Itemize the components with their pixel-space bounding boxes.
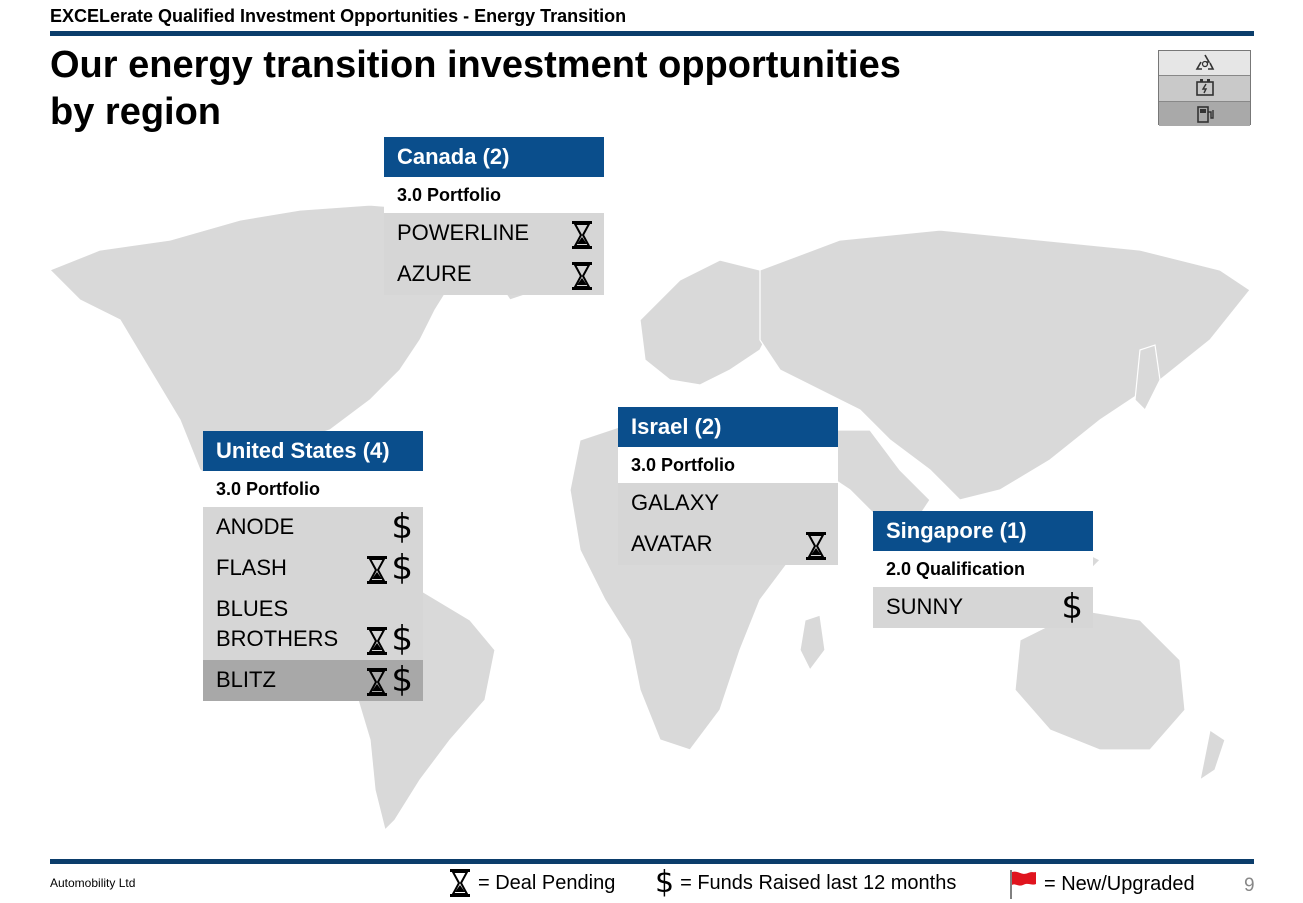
opportunity-item: AZURE (384, 254, 604, 295)
region-stage: 3.0 Portfolio (618, 447, 838, 483)
north-america-shape (48, 204, 461, 491)
region-header: United States (4) (203, 431, 423, 471)
dollar-icon: $ (391, 660, 413, 700)
hourglass-icon (367, 556, 388, 584)
hourglass-icon (572, 262, 592, 290)
dollar-icon: $ (391, 507, 413, 547)
hourglass-icon (806, 532, 826, 560)
hourglass-icon (367, 668, 388, 696)
category-icon-stack (1158, 50, 1251, 126)
region-stage: 2.0 Qualification (873, 551, 1093, 587)
legend-new: = New/Upgraded (1008, 868, 1195, 900)
region-stage: 3.0 Portfolio (203, 471, 423, 507)
opportunity-name: GALAXY (631, 490, 720, 515)
region-israel: Israel (2) 3.0 Portfolio GALAXY AVATAR (618, 407, 838, 565)
opportunity-name: BLITZ (216, 667, 276, 692)
legend-funds: $ = Funds Raised last 12 months (655, 868, 956, 898)
opportunity-name: FLASH (216, 555, 287, 580)
new-zealand-shape (1199, 729, 1226, 782)
opportunity-item: GALAXY (618, 483, 838, 524)
opportunity-item: BLITZ $ (203, 660, 423, 701)
region-singapore: Singapore (1) 2.0 Qualification SUNNY $ (873, 511, 1093, 628)
region-header: Israel (2) (618, 407, 838, 447)
company-name: Automobility Ltd (50, 876, 136, 890)
opportunity-item: AVATAR (618, 524, 838, 565)
title-line-2: by region (50, 91, 222, 133)
legend-funds-label: = Funds Raised last 12 months (680, 871, 957, 894)
dollar-icon: $ (391, 619, 413, 659)
hourglass-icon (572, 221, 592, 249)
opportunity-name: AVATAR (631, 531, 713, 556)
red-flag-icon (1010, 870, 1036, 899)
region-stage: 3.0 Portfolio (384, 177, 604, 213)
europe-shape (639, 259, 781, 386)
region-canada: Canada (2) 3.0 Portfolio POWERLINE AZURE (384, 137, 604, 295)
region-united-states: United States (4) 3.0 Portfolio ANODE $ … (203, 431, 423, 701)
region-header: Singapore (1) (873, 511, 1093, 551)
page-number: 9 (1244, 875, 1255, 896)
opportunity-name: BLUES BROTHERS (216, 596, 339, 651)
recycle-icon (1159, 51, 1250, 77)
opportunity-item: FLASH $ (203, 548, 423, 589)
bottom-rule (50, 859, 1254, 864)
madagascar-shape (799, 614, 826, 672)
opportunity-item: BLUES BROTHERS $ (203, 589, 423, 660)
opportunity-name: SUNNY (886, 594, 964, 619)
japan-shape (1134, 344, 1161, 412)
opportunity-item: ANODE $ (203, 507, 423, 548)
hourglass-icon (367, 627, 388, 655)
battery-icon (1159, 76, 1250, 102)
top-rule (50, 31, 1254, 36)
legend-new-label: = New/Upgraded (1044, 872, 1195, 895)
dollar-icon: $ (1061, 587, 1083, 627)
legend-pending: = Deal Pending (448, 868, 615, 898)
header-label: EXCELerate Qualified Investment Opportun… (50, 6, 627, 26)
opportunity-name: ANODE (216, 514, 295, 539)
legend-pending-label: = Deal Pending (478, 871, 616, 894)
asia-shape (759, 229, 1251, 501)
opportunity-name: POWERLINE (397, 220, 530, 245)
dollar-icon: $ (391, 548, 413, 588)
charging-station-icon (1159, 101, 1250, 126)
page-title: Our energy transition investment opportu… (50, 42, 1010, 136)
title-line-1: Our energy transition investment opportu… (50, 44, 901, 86)
dollar-icon: $ (655, 865, 675, 900)
australia-shape (1014, 609, 1186, 751)
opportunity-item: POWERLINE (384, 213, 604, 254)
opportunity-name: AZURE (397, 261, 472, 286)
hourglass-icon (450, 869, 470, 897)
opportunity-item: SUNNY $ (873, 587, 1093, 628)
region-header: Canada (2) (384, 137, 604, 177)
